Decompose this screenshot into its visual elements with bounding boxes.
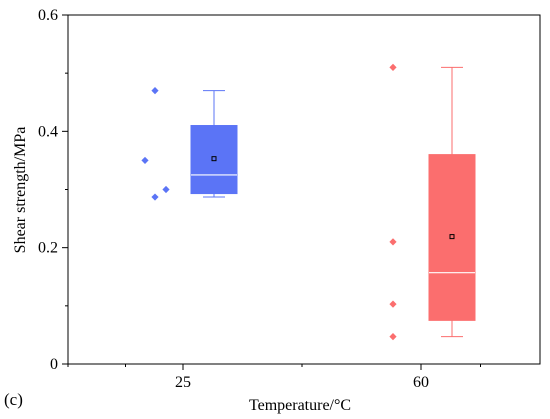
x-tick-label: 60 — [413, 374, 429, 391]
y-tick-label: 0.6 — [38, 7, 58, 24]
x-tick-label: 25 — [175, 374, 191, 391]
boxes-layer — [141, 63, 476, 341]
y-tick-label: 0.2 — [38, 240, 58, 257]
data-point — [389, 63, 397, 71]
data-point — [389, 333, 397, 341]
y-tick-label: 0 — [50, 356, 58, 373]
data-point — [389, 238, 397, 246]
box-group-25 — [141, 87, 238, 201]
data-point — [151, 87, 159, 95]
y-axis-ticks: 0 0.2 0.4 0.6 — [38, 7, 68, 373]
data-point — [151, 193, 159, 201]
box-group-60 — [389, 63, 476, 341]
box — [428, 154, 476, 321]
x-axis-label: Temperature/°C — [249, 397, 351, 414]
box — [190, 125, 238, 195]
x-axis-ticks: 25 60 — [67, 364, 481, 391]
y-tick-label: 0.4 — [38, 123, 58, 140]
data-point — [162, 185, 170, 194]
mean-marker — [449, 234, 455, 240]
mean-marker — [211, 156, 217, 162]
data-point — [141, 156, 149, 165]
panel-label: (c) — [4, 390, 23, 409]
data-point — [389, 300, 397, 308]
y-axis-label: Shear strength/MPa — [12, 127, 29, 254]
